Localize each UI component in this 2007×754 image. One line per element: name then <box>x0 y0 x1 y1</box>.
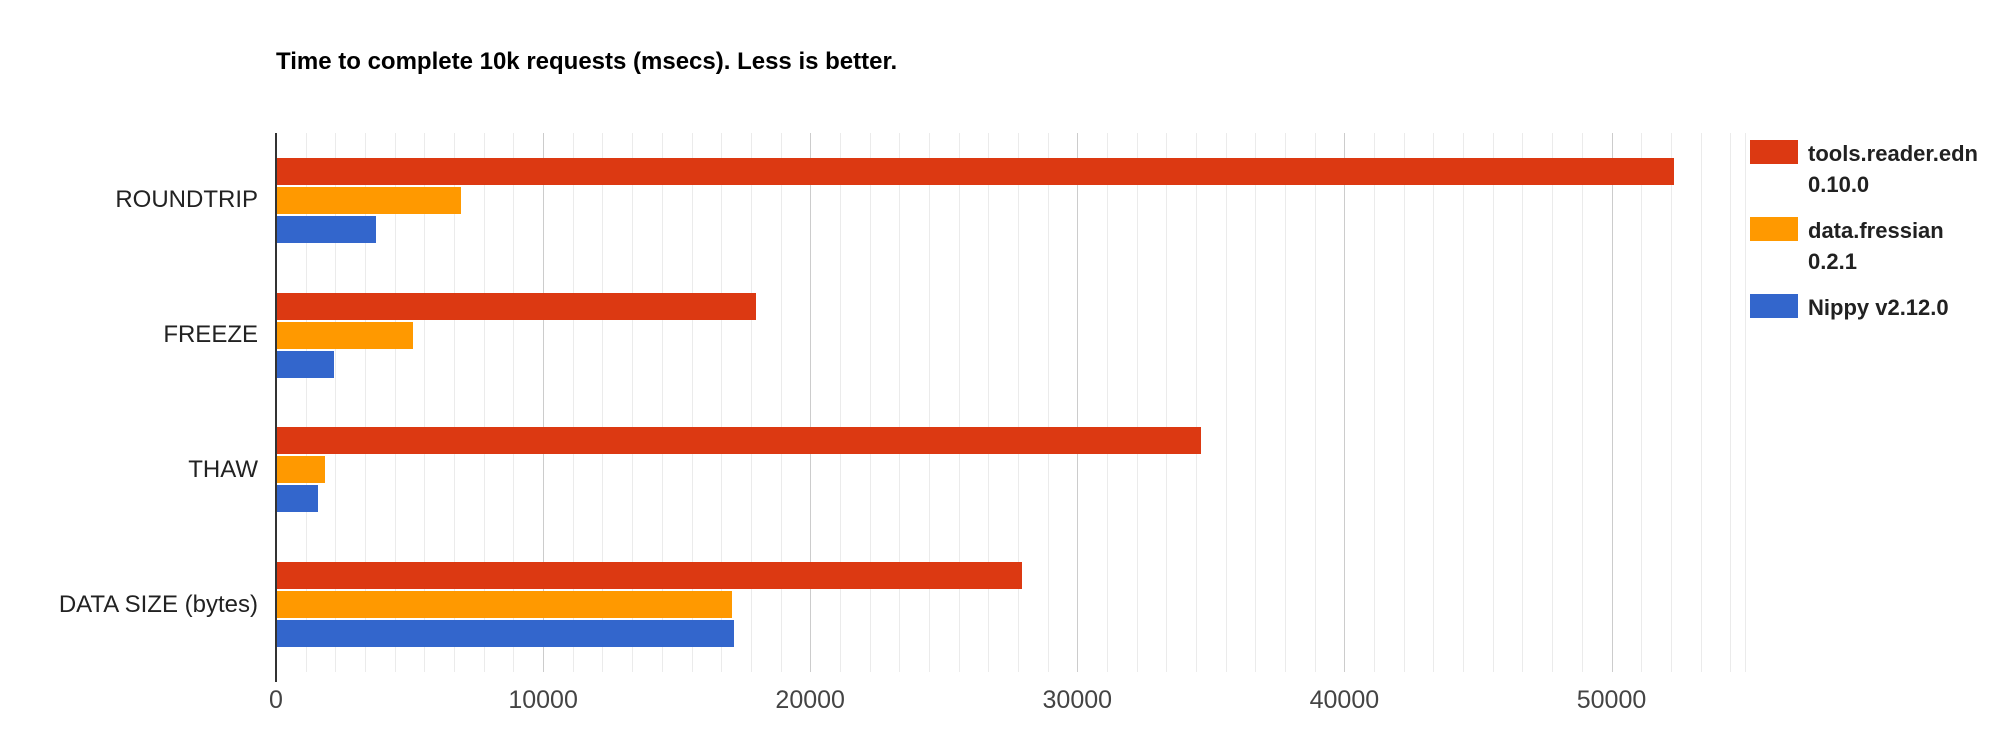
minor-gridline <box>1374 133 1375 672</box>
legend-item-nippy-v2-12-0: Nippy v2.12.0 <box>1750 292 2000 323</box>
minor-gridline <box>1017 133 1019 672</box>
minor-gridline <box>1285 133 1286 672</box>
minor-gridline <box>1492 133 1494 672</box>
x-tick-label-30000: 30000 <box>1042 686 1113 714</box>
legend-item-data-fressian-0-2-1: data.fressian 0.2.1 <box>1750 215 2000 277</box>
legend-label: data.fressian 0.2.1 <box>1808 218 1944 274</box>
minor-gridline <box>1136 133 1138 672</box>
x-axis-labels: 0 10000 20000 30000 40000 50000 <box>269 686 1745 720</box>
category-label-freeze: FREEZE <box>163 321 258 349</box>
minor-gridline <box>1641 133 1643 672</box>
x-tick-label-10000: 10000 <box>508 686 578 714</box>
category-label-thaw: THAW <box>188 455 258 483</box>
minor-gridline <box>988 133 990 672</box>
minor-gridline <box>513 133 515 672</box>
legend-label: tools.reader.edn 0.10.0 <box>1808 141 1978 197</box>
major-gridline <box>543 133 545 672</box>
minor-gridline <box>1700 133 1702 672</box>
minor-gridline <box>1552 133 1554 672</box>
x-tick-label-40000: 40000 <box>1309 686 1380 714</box>
minor-gridline <box>1522 133 1524 672</box>
major-gridline <box>1344 133 1346 672</box>
minor-gridline <box>899 133 901 672</box>
minor-gridline <box>1433 133 1435 672</box>
minor-gridline <box>928 133 930 672</box>
bar-data-fressian-0-2-1-data-size-bytes[interactable] <box>277 591 733 619</box>
bar-nippy-v2-12-0-freeze[interactable] <box>277 350 335 378</box>
minor-gridline <box>454 133 456 672</box>
y-axis-baseline <box>275 133 277 682</box>
bar-tools-reader-edn-0-10-0-freeze[interactable] <box>277 292 757 320</box>
minor-gridline <box>1314 133 1316 672</box>
legend-swatch-data-fressian-0-2-1 <box>1750 217 1798 241</box>
minor-gridline <box>394 133 396 672</box>
chart-title: Time to complete 10k requests (msecs). L… <box>276 48 898 75</box>
minor-gridline <box>839 133 841 672</box>
bar-data-fressian-0-2-1-freeze[interactable] <box>277 321 414 349</box>
legend-item-tools-reader-edn-0-10-0: tools.reader.edn 0.10.0 <box>1750 138 2000 200</box>
legend: tools.reader.edn 0.10.0 data.fressian 0.2… <box>1750 138 2000 323</box>
minor-gridline <box>1106 133 1108 672</box>
minor-gridline <box>1166 133 1168 672</box>
x-tick-label-20000: 20000 <box>775 686 845 714</box>
minor-gridline <box>1670 133 1672 672</box>
bar-tools-reader-edn-0-10-0-roundtrip[interactable] <box>277 157 1674 185</box>
minor-gridline <box>1745 133 1746 672</box>
bar-data-fressian-0-2-1-thaw[interactable] <box>277 456 326 484</box>
minor-gridline <box>691 133 693 672</box>
major-gridline <box>1611 133 1613 672</box>
legend-label: Nippy v2.12.0 <box>1808 295 1949 320</box>
minor-gridline <box>305 133 307 672</box>
x-tick-label-50000: 50000 <box>1576 686 1647 714</box>
minor-gridline <box>335 133 337 672</box>
minor-gridline <box>1403 133 1405 672</box>
minor-gridline <box>1581 133 1583 672</box>
minor-gridline <box>1225 133 1227 672</box>
minor-gridline <box>780 133 782 672</box>
minor-gridline <box>869 133 871 672</box>
bar-tools-reader-edn-0-10-0-data-size-bytes[interactable] <box>277 562 1023 590</box>
minor-gridline <box>661 133 663 672</box>
minor-gridline <box>958 133 960 672</box>
minor-gridline <box>1196 133 1197 672</box>
bar-nippy-v2-12-0-roundtrip[interactable] <box>277 215 376 243</box>
bar-nippy-v2-12-0-data-size-bytes[interactable] <box>277 620 734 648</box>
minor-gridline <box>602 133 604 672</box>
minor-gridline <box>750 133 752 672</box>
y-axis-labels: ROUNDTRIP FREEZE THAW DATA SIZE (bytes) <box>0 133 258 672</box>
minor-gridline <box>365 133 366 672</box>
major-gridline <box>810 133 812 672</box>
minor-gridline <box>1047 133 1049 672</box>
minor-gridline <box>424 133 426 672</box>
bar-data-fressian-0-2-1-roundtrip[interactable] <box>277 186 462 214</box>
minor-gridline <box>572 133 574 672</box>
minor-gridline <box>1463 133 1465 672</box>
x-tick-label-0: 0 <box>269 686 283 714</box>
legend-swatch-tools-reader-edn-0-10-0 <box>1750 140 1798 164</box>
plot-area <box>275 133 1746 682</box>
legend-swatch-nippy-v2-12-0 <box>1750 294 1798 318</box>
minor-gridline <box>483 133 485 672</box>
minor-gridline <box>632 133 634 672</box>
bar-tools-reader-edn-0-10-0-thaw[interactable] <box>277 427 1202 455</box>
category-label-data-size-bytes: DATA SIZE (bytes) <box>58 590 258 618</box>
bar-nippy-v2-12-0-thaw[interactable] <box>277 485 319 513</box>
category-label-roundtrip: ROUNDTRIP <box>115 186 258 214</box>
minor-gridline <box>1730 133 1732 672</box>
minor-gridline <box>721 133 723 672</box>
major-gridline <box>1077 133 1079 672</box>
minor-gridline <box>1255 133 1257 672</box>
